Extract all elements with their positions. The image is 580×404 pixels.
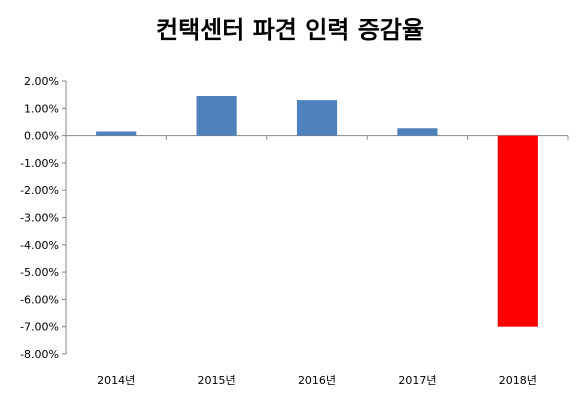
- y-tick-label: -3.00%: [20, 212, 59, 225]
- x-tick-label: 2018년: [499, 374, 537, 387]
- x-tick-label: 2017년: [398, 374, 436, 387]
- bar-2016년: [296, 100, 338, 136]
- chart-title: 컨택센터 파견 인력 증감율: [156, 16, 424, 44]
- bar-2018년: [497, 135, 538, 327]
- y-tick-label: -5.00%: [20, 266, 59, 279]
- y-tick-label: 1.00%: [24, 102, 59, 115]
- y-tick-label: 2.00%: [24, 75, 59, 88]
- y-tick-label: -6.00%: [20, 293, 59, 306]
- bar-2014년: [96, 131, 137, 136]
- y-tick-label: -8.00%: [20, 348, 59, 361]
- x-tick-label: 2015년: [198, 374, 236, 387]
- y-tick-label: 0.00%: [24, 130, 59, 143]
- bar-2017년: [397, 128, 438, 136]
- x-tick-label: 2016년: [298, 374, 336, 387]
- y-tick-label: -7.00%: [20, 321, 59, 334]
- y-tick-label: -4.00%: [20, 239, 59, 252]
- x-tick-label: 2014년: [97, 374, 135, 387]
- bar-2015년: [196, 96, 237, 136]
- y-tick-label: -2.00%: [20, 184, 59, 197]
- y-tick-label: -1.00%: [20, 157, 59, 170]
